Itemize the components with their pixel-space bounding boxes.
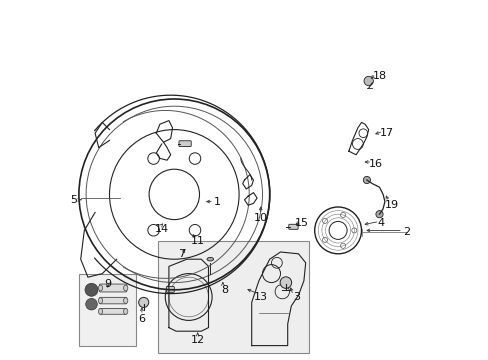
Text: 1: 1 bbox=[214, 197, 221, 207]
Ellipse shape bbox=[98, 285, 102, 291]
Ellipse shape bbox=[206, 257, 213, 261]
Text: 19: 19 bbox=[384, 200, 398, 210]
Text: 17: 17 bbox=[379, 128, 393, 138]
FancyBboxPatch shape bbox=[179, 141, 191, 147]
Ellipse shape bbox=[123, 285, 127, 291]
Text: 9: 9 bbox=[104, 279, 111, 289]
Text: 3: 3 bbox=[293, 292, 300, 302]
Text: 13: 13 bbox=[253, 292, 267, 302]
Text: 4: 4 bbox=[377, 218, 384, 228]
Circle shape bbox=[85, 283, 98, 296]
FancyBboxPatch shape bbox=[288, 224, 298, 229]
FancyBboxPatch shape bbox=[99, 284, 126, 292]
Text: 10: 10 bbox=[253, 213, 267, 223]
Circle shape bbox=[280, 277, 291, 288]
Text: 14: 14 bbox=[154, 224, 168, 234]
Circle shape bbox=[375, 211, 382, 218]
Circle shape bbox=[139, 297, 148, 307]
Ellipse shape bbox=[98, 309, 102, 314]
Text: 16: 16 bbox=[368, 159, 382, 169]
Text: 18: 18 bbox=[372, 71, 386, 81]
Ellipse shape bbox=[123, 298, 127, 303]
Text: 6: 6 bbox=[138, 314, 145, 324]
Ellipse shape bbox=[98, 298, 102, 303]
Text: 12: 12 bbox=[190, 335, 204, 345]
Text: 2: 2 bbox=[402, 227, 409, 237]
Text: 11: 11 bbox=[190, 236, 204, 246]
Text: 5: 5 bbox=[70, 195, 77, 205]
FancyBboxPatch shape bbox=[99, 309, 126, 314]
Text: 8: 8 bbox=[221, 285, 228, 295]
FancyBboxPatch shape bbox=[166, 287, 174, 292]
Bar bbox=[158, 241, 309, 353]
Text: 7: 7 bbox=[178, 249, 184, 259]
FancyBboxPatch shape bbox=[99, 297, 126, 304]
Text: 15: 15 bbox=[294, 218, 308, 228]
Ellipse shape bbox=[123, 309, 127, 314]
Circle shape bbox=[363, 76, 373, 86]
Circle shape bbox=[363, 176, 370, 184]
Circle shape bbox=[85, 298, 97, 310]
Bar bbox=[79, 274, 136, 346]
